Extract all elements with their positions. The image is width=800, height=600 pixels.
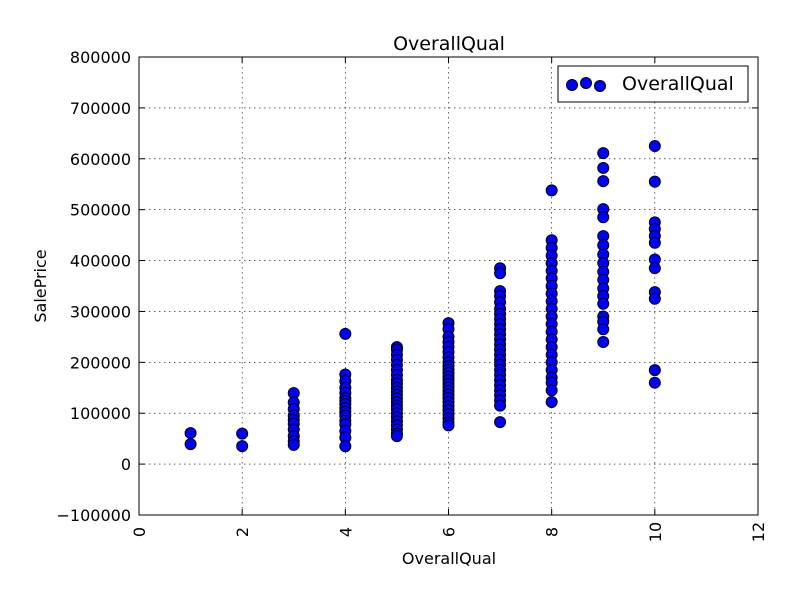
legend-marker [580,77,592,89]
data-point [494,416,507,429]
y-tick-label: 300000 [70,302,131,321]
data-point [648,376,661,389]
data-point [648,175,661,188]
data-point [648,236,661,249]
legend-label: OverallQual [622,73,734,95]
legend-marker [566,79,578,91]
data-point [339,440,352,453]
data-point [494,267,507,280]
y-tick-label: 0 [121,455,131,474]
data-point [648,292,661,305]
legend-marker [594,80,606,92]
y-tick-label: 400000 [70,252,131,271]
x-tick-label: 6 [440,527,459,537]
data-point [339,327,352,340]
data-point [597,161,610,174]
data-point [597,147,610,160]
x-tick-label: 12 [749,522,768,542]
x-axis-label: OverallQual [402,549,496,568]
x-tick-label: 2 [233,527,252,537]
data-point [545,396,558,409]
data-point [442,419,455,432]
y-tick-labels: −100000 0 100000 200000 300000 400000 500000 60… [57,48,131,525]
data-point [184,427,197,440]
legend-markers [566,77,606,92]
y-tick-label: 500000 [70,201,131,220]
plot-frame [138,56,759,516]
data-point [236,427,249,440]
y-tick-label: 700000 [70,99,131,118]
scatter-points [184,140,661,453]
data-point [597,335,610,348]
data-point [545,384,558,397]
y-axis-label: SalePrice [31,249,50,322]
data-point [648,140,661,153]
x-tick-label: 4 [336,527,355,537]
data-point [648,262,661,275]
y-tick-label: 100000 [70,404,131,423]
data-point [236,440,249,453]
y-tick-label: −100000 [57,506,131,525]
data-point [597,211,610,224]
data-point [390,430,403,443]
y-tick-label: 600000 [70,150,131,169]
x-tick-label: 0 [130,527,149,537]
y-tick-label: 800000 [70,48,131,67]
x-tick-label: 10 [646,522,665,542]
x-tick-label: 8 [543,527,562,537]
x-tick-labels: 0 2 4 6 8 10 12 [130,522,768,542]
data-point [545,184,558,197]
data-point [494,399,507,412]
legend: OverallQual [557,65,749,103]
axis-ticks [138,56,759,516]
y-tick-label: 200000 [70,353,131,372]
chart-title: OverallQual [393,33,505,55]
data-point [597,297,610,310]
data-point [648,364,661,377]
data-point [184,438,197,451]
data-point [597,175,610,188]
data-point [287,438,300,451]
data-point [597,323,610,336]
grid-lines [139,57,758,515]
